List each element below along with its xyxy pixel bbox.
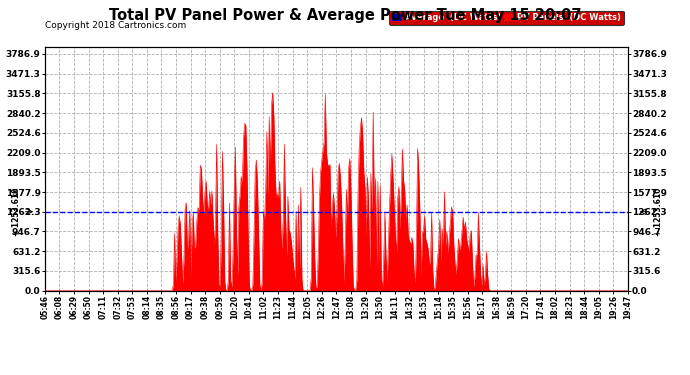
Legend: Average  (DC Watts), PV Panels  (DC Watts): Average (DC Watts), PV Panels (DC Watts) (389, 11, 624, 25)
Text: Copyright 2018 Cartronics.com: Copyright 2018 Cartronics.com (45, 21, 186, 30)
Text: + 1253.610: + 1253.610 (12, 188, 21, 236)
Text: Total PV Panel Power & Average Power Tue May 15 20:07: Total PV Panel Power & Average Power Tue… (109, 8, 581, 23)
Text: + 1253.610: + 1253.610 (653, 188, 662, 236)
